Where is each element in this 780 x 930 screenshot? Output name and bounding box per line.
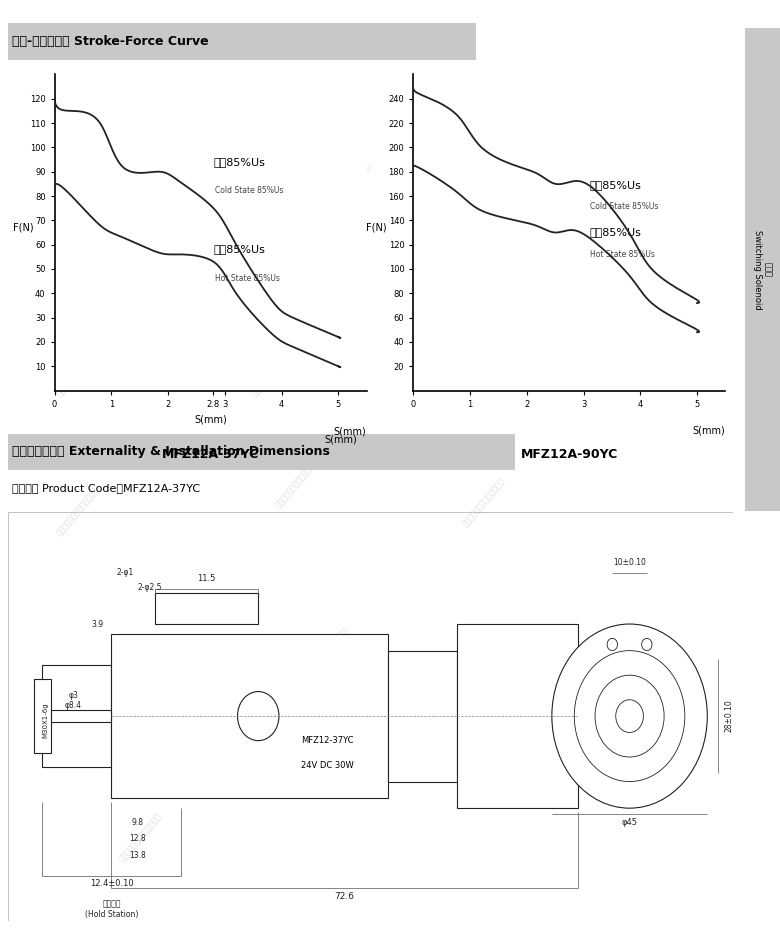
- Text: (Hold Station): (Hold Station): [85, 910, 138, 919]
- Text: 12.4±0.10: 12.4±0.10: [90, 880, 133, 888]
- Text: 无锡凯维联液压机械有限公司: 无锡凯维联液压机械有限公司: [492, 644, 537, 696]
- Text: 热态85%Us: 热态85%Us: [589, 227, 641, 237]
- Bar: [8, 434, 515, 470]
- Text: Cold State 85%Us: Cold State 85%Us: [215, 186, 283, 195]
- Text: MFZ12A-37YC: MFZ12A-37YC: [162, 447, 259, 460]
- Text: φ8.4: φ8.4: [65, 701, 82, 711]
- Y-axis label: F(N): F(N): [13, 222, 34, 232]
- Bar: [112, 634, 388, 798]
- Text: φ45: φ45: [622, 818, 637, 827]
- Text: 开关型
Switching Solenoid: 开关型 Switching Solenoid: [753, 230, 772, 310]
- Text: 冷态85%Us: 冷态85%Us: [589, 179, 641, 190]
- Text: 无锡凯维联液压机械有限公司: 无锡凯维联液压机械有限公司: [305, 625, 350, 677]
- Text: 外形及安装尺寸 Externality & Installation Dimensions: 外形及安装尺寸 Externality & Installation Dimen…: [12, 445, 330, 458]
- Text: Hot State 85%Us: Hot State 85%Us: [215, 273, 279, 283]
- Text: MFZ12-37YC: MFZ12-37YC: [301, 737, 354, 745]
- Bar: [34, 679, 51, 753]
- Text: 无锡凯维联液压机械有限公司: 无锡凯维联液压机械有限公司: [94, 206, 140, 259]
- Text: 2-φ1: 2-φ1: [117, 568, 134, 578]
- Text: 11.5: 11.5: [197, 574, 215, 583]
- Circle shape: [552, 624, 707, 808]
- Circle shape: [615, 699, 644, 733]
- Text: 3.9: 3.9: [91, 619, 104, 629]
- Text: 24V DC 30W: 24V DC 30W: [301, 761, 354, 770]
- Text: 无锡凯维联液压机械有限公司: 无锡凯维联液压机械有限公司: [118, 811, 163, 863]
- Text: S(mm): S(mm): [692, 425, 725, 435]
- Text: 无锡凯维联液压机械有限公司: 无锡凯维联液压机械有限公司: [250, 346, 296, 398]
- Text: S(mm): S(mm): [324, 434, 357, 445]
- Bar: [51, 710, 112, 723]
- Text: 9.8: 9.8: [131, 818, 144, 827]
- Circle shape: [595, 675, 664, 757]
- Text: 无锡凯维联液压机械有限公司: 无锡凯维联液压机械有限公司: [274, 458, 319, 510]
- Bar: [154, 593, 258, 624]
- Text: 无锡凯维联液压机械有限公司: 无锡凯维联液压机械有限公司: [461, 476, 506, 528]
- Text: 产品型号 Product Code：MFZ12A-37YC: 产品型号 Product Code：MFZ12A-37YC: [12, 484, 200, 493]
- Text: 热态85%Us: 热态85%Us: [214, 245, 265, 255]
- Text: MFZ12A-90YC: MFZ12A-90YC: [521, 447, 618, 460]
- Text: 28±0.10: 28±0.10: [725, 699, 733, 733]
- Bar: [457, 624, 578, 808]
- Y-axis label: F(N): F(N): [366, 222, 386, 232]
- Text: 无锡凯维联液压机械有限公司: 无锡凯维联液压机械有限公司: [55, 485, 101, 538]
- Text: M30X1-6g: M30X1-6g: [42, 702, 48, 738]
- Circle shape: [607, 638, 618, 651]
- Text: Hot State 85%Us: Hot State 85%Us: [590, 249, 655, 259]
- Text: Cold State 85%Us: Cold State 85%Us: [590, 202, 659, 211]
- Text: 无锡凯维联液压机械有限公司: 无锡凯维联液压机械有限公司: [445, 327, 491, 379]
- Text: 无锡凯维联液压机械有限公司: 无锡凯维联液压机械有限公司: [484, 179, 530, 231]
- Text: 72.6: 72.6: [335, 892, 355, 900]
- Bar: [42, 665, 112, 767]
- Bar: [388, 651, 457, 781]
- Text: 无锡凯维联液压机械有限公司: 无锡凯维联液压机械有限公司: [328, 160, 374, 212]
- Text: 行程-力特性曲线 Stroke-Force Curve: 行程-力特性曲线 Stroke-Force Curve: [12, 35, 208, 48]
- Text: φ3: φ3: [69, 691, 78, 700]
- Text: 无锡凯维联液压机械有限公司: 无锡凯维联液压机械有限公司: [94, 671, 140, 724]
- X-axis label: S(mm): S(mm): [194, 414, 227, 424]
- Bar: [8, 23, 476, 60]
- Text: 冷态85%Us: 冷态85%Us: [214, 157, 265, 166]
- Circle shape: [574, 651, 685, 781]
- Text: 归电位置: 归电位置: [102, 900, 121, 909]
- Circle shape: [642, 638, 652, 651]
- Circle shape: [238, 692, 279, 740]
- Text: 2-φ2.5: 2-φ2.5: [137, 583, 161, 591]
- Text: 无锡凯维联液压机械有限公司: 无锡凯维联液压机械有限公司: [55, 346, 101, 398]
- Bar: [745, 28, 780, 512]
- Text: 13.8: 13.8: [129, 851, 146, 859]
- Text: 12.8: 12.8: [129, 834, 146, 844]
- Text: S(mm): S(mm): [333, 426, 366, 436]
- Text: 10±0.10: 10±0.10: [613, 558, 646, 567]
